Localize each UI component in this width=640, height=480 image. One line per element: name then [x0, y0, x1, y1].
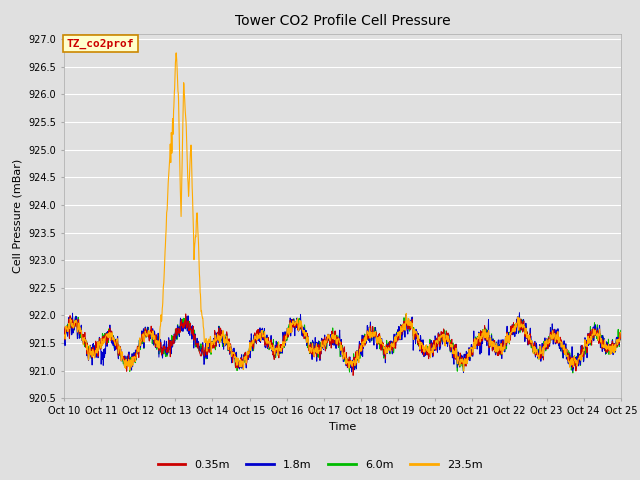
Legend: 0.35m, 1.8m, 6.0m, 23.5m: 0.35m, 1.8m, 6.0m, 23.5m: [153, 456, 487, 474]
X-axis label: Time: Time: [329, 421, 356, 432]
Text: TZ_co2prof: TZ_co2prof: [67, 38, 134, 48]
Y-axis label: Cell Pressure (mBar): Cell Pressure (mBar): [13, 159, 23, 273]
Title: Tower CO2 Profile Cell Pressure: Tower CO2 Profile Cell Pressure: [235, 14, 450, 28]
